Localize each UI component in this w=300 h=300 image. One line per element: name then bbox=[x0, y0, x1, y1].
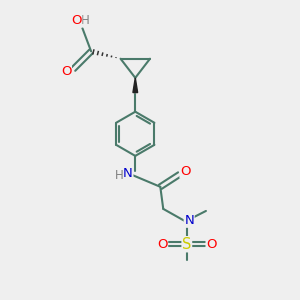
Text: O: O bbox=[206, 238, 217, 251]
Text: O: O bbox=[71, 14, 82, 27]
Text: H: H bbox=[81, 14, 90, 27]
Text: N: N bbox=[184, 214, 194, 227]
Polygon shape bbox=[133, 78, 138, 93]
Text: O: O bbox=[180, 165, 190, 178]
Text: N: N bbox=[123, 167, 133, 180]
Text: O: O bbox=[157, 238, 167, 251]
Text: H: H bbox=[115, 169, 124, 182]
Text: S: S bbox=[182, 237, 191, 252]
Text: O: O bbox=[61, 65, 71, 78]
